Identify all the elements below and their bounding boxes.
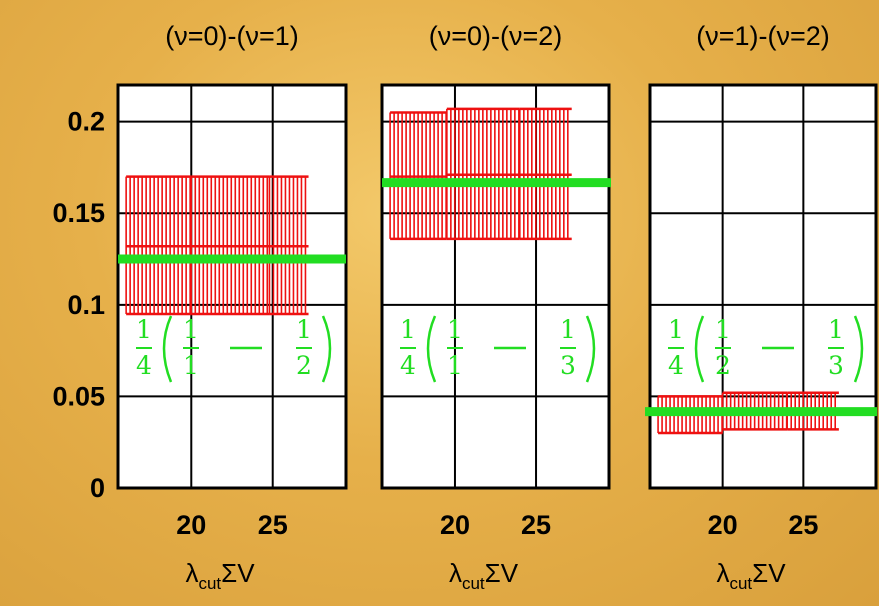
x-axis-label-main: λ (449, 558, 462, 588)
y-tick-label: 0.05 (52, 381, 105, 411)
error-band-1 (389, 111, 447, 241)
fraction-numerator: 1 (183, 315, 199, 344)
error-band-3 (268, 175, 309, 316)
error-band-2 (190, 175, 270, 316)
fraction-denominator: 2 (296, 351, 312, 380)
x-tick-label: 25 (788, 510, 818, 540)
x-tick-label: 20 (708, 510, 738, 540)
fraction-numerator: 1 (447, 315, 463, 344)
error-band-3 (519, 107, 572, 241)
fraction-denominator: 4 (136, 351, 152, 380)
left-paren (162, 315, 173, 383)
reference-formula: 1 4 1 2 1 3 (668, 315, 864, 383)
panel-title: (ν=0)-(ν=1) (165, 21, 299, 51)
fraction-numerator: 1 (828, 315, 844, 344)
y-tick-label: 0.15 (52, 198, 105, 228)
fraction-denominator: 1 (183, 351, 199, 380)
fraction-numerator: 1 (296, 315, 312, 344)
x-axis-label-main: λ (185, 558, 198, 588)
x-axis-label-sub: cut (729, 574, 752, 593)
reference-formula: 1 4 1 1 1 2 (136, 315, 332, 383)
left-paren (694, 315, 705, 383)
x-axis-label-tail: ΣV (485, 558, 519, 588)
x-axis-label-main: λ (716, 558, 729, 588)
panel-title: (ν=1)-(ν=2) (696, 21, 830, 51)
fraction-numerator: 1 (715, 315, 731, 344)
fraction-denominator: 1 (447, 351, 463, 380)
right-paren (853, 315, 864, 383)
x-tick-label: 20 (176, 510, 206, 540)
left-paren (426, 315, 437, 383)
plot-frame (116, 83, 348, 490)
y-tick-label: 0.1 (67, 290, 105, 320)
fraction-numerator: 1 (400, 315, 416, 344)
right-paren (321, 315, 332, 383)
panel-title: (ν=0)-(ν=2) (429, 21, 563, 51)
fraction-numerator: 1 (560, 315, 576, 344)
y-tick-label: 0.2 (67, 107, 105, 137)
x-axis-label: λcutΣV (716, 558, 786, 593)
x-axis-label: λcutΣV (449, 558, 519, 593)
right-paren (585, 315, 596, 383)
x-axis-label-sub: cut (198, 574, 221, 593)
x-axis-label-tail: ΣV (752, 558, 786, 588)
x-axis-label: λcutΣV (185, 558, 255, 593)
fraction-denominator: 4 (400, 351, 416, 380)
fraction-denominator: 2 (715, 351, 731, 380)
fraction-denominator: 3 (828, 351, 844, 380)
fraction-denominator: 3 (560, 351, 576, 380)
x-tick-label: 20 (440, 510, 470, 540)
fraction-numerator: 1 (136, 315, 152, 344)
x-tick-label: 25 (521, 510, 551, 540)
y-tick-label: 0 (90, 473, 105, 503)
plot-frame (380, 83, 611, 490)
fraction-numerator: 1 (668, 315, 684, 344)
error-band-2 (446, 107, 520, 241)
x-axis-label-tail: ΣV (221, 558, 255, 588)
plot-frame (648, 83, 878, 490)
fraction-denominator: 4 (668, 351, 684, 380)
x-tick-label: 25 (258, 510, 288, 540)
reference-formula: 1 4 1 1 1 3 (400, 315, 596, 383)
x-axis-label-sub: cut (462, 574, 485, 593)
error-band-1 (125, 175, 192, 316)
